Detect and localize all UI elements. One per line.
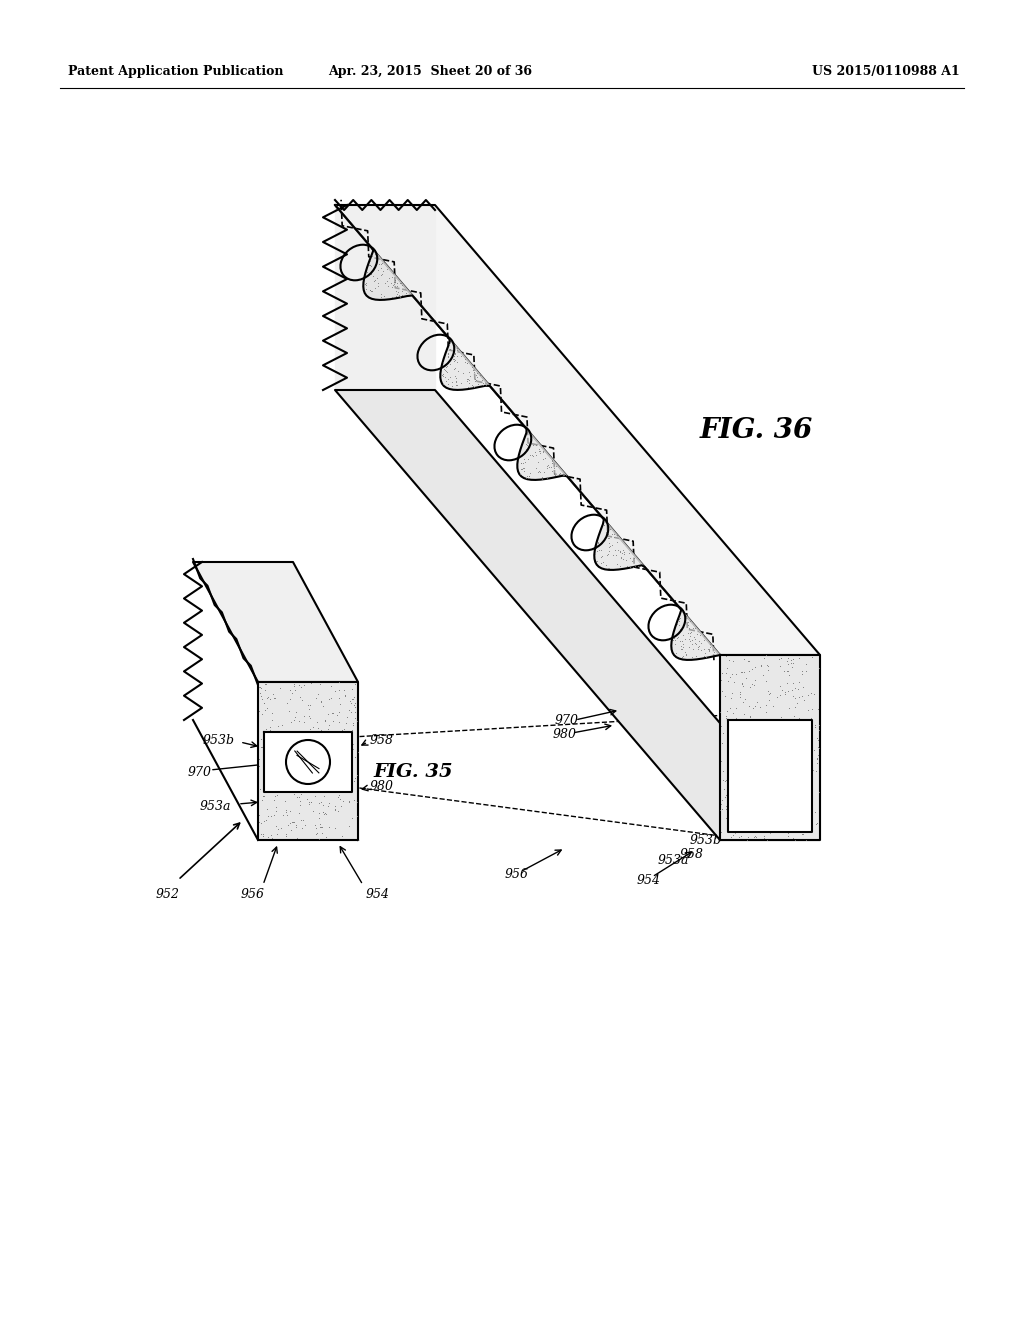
Text: FIG. 36: FIG. 36 [700,417,813,444]
Circle shape [286,741,330,784]
Text: 980: 980 [553,729,577,742]
Text: 953b: 953b [203,734,234,747]
Polygon shape [728,719,812,832]
Polygon shape [335,389,820,840]
Text: 953a: 953a [200,800,231,813]
Polygon shape [335,205,820,655]
Text: Apr. 23, 2015  Sheet 20 of 36: Apr. 23, 2015 Sheet 20 of 36 [328,66,532,78]
Text: 970: 970 [555,714,579,726]
Polygon shape [264,733,352,792]
Polygon shape [335,205,720,660]
Text: 956: 956 [505,869,529,882]
Text: 980: 980 [370,780,394,793]
Text: 954: 954 [637,874,662,887]
Text: 970: 970 [188,766,212,779]
Polygon shape [335,205,435,389]
Text: US 2015/0110988 A1: US 2015/0110988 A1 [812,66,961,78]
Text: 958: 958 [680,849,705,862]
Text: 954: 954 [366,888,390,902]
Polygon shape [720,655,820,840]
Text: 958: 958 [370,734,394,747]
Text: 952: 952 [156,888,180,902]
Polygon shape [258,682,358,840]
Text: 953a: 953a [658,854,689,866]
Text: 956: 956 [241,888,265,902]
Polygon shape [193,562,358,682]
Text: 953b: 953b [690,833,722,846]
Text: FIG. 35: FIG. 35 [373,763,453,781]
Text: Patent Application Publication: Patent Application Publication [68,66,284,78]
